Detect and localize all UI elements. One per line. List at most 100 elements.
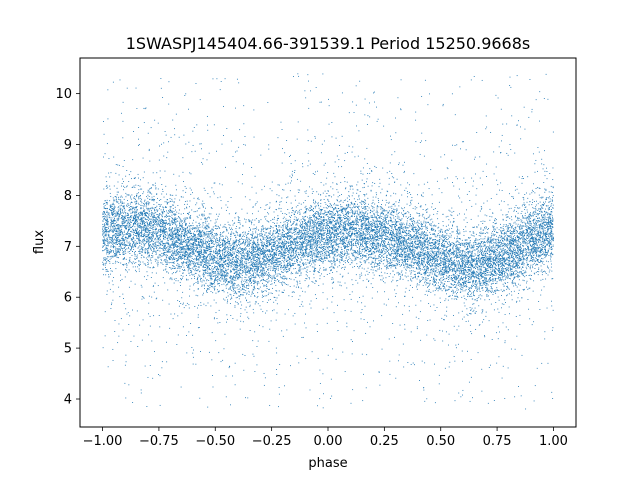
scatter-point bbox=[314, 239, 316, 240]
scatter-point bbox=[300, 268, 302, 270]
scatter-point bbox=[294, 237, 295, 239]
scatter-point bbox=[394, 246, 396, 248]
scatter-point bbox=[329, 236, 331, 237]
scatter-point bbox=[297, 232, 299, 234]
scatter-point bbox=[213, 273, 215, 274]
scatter-point bbox=[237, 222, 239, 223]
scatter-point bbox=[141, 228, 143, 230]
scatter-point bbox=[323, 216, 324, 218]
scatter-point bbox=[304, 211, 306, 213]
scatter-point bbox=[309, 240, 310, 242]
scatter-point bbox=[122, 101, 124, 103]
scatter-point bbox=[511, 251, 513, 253]
scatter-point bbox=[490, 364, 491, 366]
scatter-point bbox=[432, 221, 434, 223]
scatter-point bbox=[257, 245, 259, 247]
scatter-point bbox=[228, 244, 230, 246]
scatter-point bbox=[111, 249, 113, 251]
scatter-point bbox=[121, 212, 123, 214]
scatter-point bbox=[494, 234, 496, 236]
scatter-point bbox=[421, 140, 422, 142]
scatter-point bbox=[240, 257, 242, 259]
scatter-point bbox=[519, 324, 521, 325]
scatter-point bbox=[260, 269, 262, 271]
scatter-point bbox=[501, 271, 503, 273]
scatter-point bbox=[503, 273, 505, 275]
scatter-point bbox=[164, 170, 166, 172]
scatter-point bbox=[545, 199, 547, 201]
scatter-point bbox=[259, 266, 261, 268]
scatter-point bbox=[150, 245, 152, 247]
scatter-point bbox=[527, 223, 529, 225]
scatter-point bbox=[294, 260, 296, 262]
scatter-point bbox=[433, 282, 435, 284]
scatter-point bbox=[312, 225, 314, 227]
scatter-point bbox=[336, 320, 338, 322]
scatter-point bbox=[114, 210, 116, 212]
scatter-point bbox=[409, 235, 411, 237]
scatter-point bbox=[274, 252, 275, 254]
scatter-point bbox=[404, 229, 406, 231]
scatter-point bbox=[191, 235, 193, 237]
scatter-point bbox=[241, 304, 243, 306]
scatter-point bbox=[167, 239, 169, 241]
scatter-point bbox=[264, 250, 266, 252]
scatter-point bbox=[336, 230, 338, 232]
scatter-point bbox=[249, 271, 251, 273]
scatter-point bbox=[507, 329, 509, 331]
scatter-point bbox=[528, 249, 530, 251]
scatter-point bbox=[396, 230, 398, 232]
scatter-point bbox=[530, 234, 532, 236]
scatter-point bbox=[458, 252, 460, 254]
scatter-point bbox=[222, 248, 224, 250]
scatter-point bbox=[408, 243, 410, 245]
scatter-point bbox=[328, 241, 330, 242]
scatter-point bbox=[541, 163, 543, 165]
scatter-point bbox=[216, 268, 218, 270]
scatter-point bbox=[353, 222, 355, 224]
scatter-point bbox=[108, 253, 110, 255]
scatter-point bbox=[542, 221, 544, 223]
scatter-point bbox=[200, 351, 201, 352]
scatter-point bbox=[152, 216, 153, 218]
scatter-point bbox=[354, 235, 356, 237]
scatter-point bbox=[403, 259, 405, 261]
scatter-point bbox=[137, 173, 139, 175]
scatter-point bbox=[335, 358, 337, 360]
scatter-point bbox=[235, 264, 236, 266]
scatter-point bbox=[329, 250, 331, 251]
scatter-point bbox=[240, 266, 241, 268]
scatter-point bbox=[353, 251, 355, 253]
scatter-point bbox=[340, 215, 342, 216]
scatter-point bbox=[478, 265, 480, 267]
scatter-point bbox=[374, 238, 376, 240]
scatter-point bbox=[180, 225, 182, 227]
scatter-point bbox=[474, 276, 475, 278]
scatter-point bbox=[181, 257, 183, 259]
scatter-point bbox=[395, 306, 397, 308]
scatter-point bbox=[551, 211, 553, 213]
scatter-point bbox=[158, 199, 160, 201]
scatter-point bbox=[177, 259, 179, 261]
scatter-point bbox=[347, 225, 349, 227]
scatter-point bbox=[532, 215, 534, 217]
scatter-point bbox=[532, 233, 534, 235]
scatter-point bbox=[447, 244, 449, 246]
scatter-point bbox=[232, 156, 234, 158]
scatter-point bbox=[485, 274, 487, 276]
scatter-point bbox=[453, 185, 455, 187]
scatter-point bbox=[478, 259, 480, 260]
scatter-point bbox=[323, 229, 325, 231]
scatter-point bbox=[309, 246, 311, 248]
scatter-point bbox=[219, 258, 221, 260]
scatter-point bbox=[368, 223, 370, 225]
scatter-point bbox=[147, 225, 149, 227]
scatter-point bbox=[524, 215, 526, 217]
scatter-point bbox=[276, 225, 277, 226]
scatter-point bbox=[347, 246, 349, 248]
scatter-point bbox=[482, 287, 483, 289]
scatter-point bbox=[439, 267, 441, 269]
scatter-point bbox=[192, 227, 194, 229]
scatter-point bbox=[223, 274, 225, 276]
scatter-point bbox=[323, 269, 325, 271]
